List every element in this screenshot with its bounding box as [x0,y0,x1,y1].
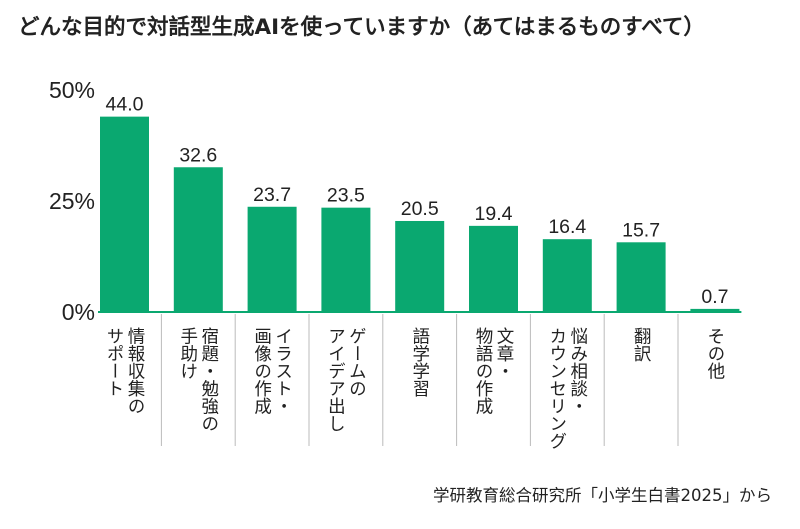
bar [100,116,149,312]
bar [690,308,740,312]
category-label: カウンセリング [547,327,567,450]
bar [469,225,518,312]
chart-title: どんな目的で対話型生成AIを使っていますか（あてはまるものすべて） [18,15,705,40]
bar [395,220,445,312]
category-label: 翻訳 [631,327,651,362]
bar [247,206,297,312]
bar-value-label: 19.4 [475,203,513,225]
bar-value-label: 44.0 [106,94,144,116]
bar [542,239,592,312]
bar [173,167,223,312]
bar-value-label: 32.6 [179,144,217,166]
bar [321,207,371,312]
category-label: 手助け [178,327,198,380]
category-label: アイデア出し [325,327,345,432]
bar-value-label: 20.5 [401,198,439,220]
category-label: 画像の作成 [252,327,272,415]
y-tick-label: 0% [62,299,95,325]
category-label: イラスト・ [273,327,293,415]
bar-value-label: 16.4 [548,216,586,238]
y-tick-label: 25% [49,188,95,214]
bar-value-label: 23.5 [327,185,365,207]
category-label: 文章・ [494,327,514,380]
category-label: サポート [104,327,124,397]
category-label: 語学学習 [410,327,430,397]
category-label: 宿題・勉強の [199,327,219,432]
y-tick-label: 50% [49,77,95,103]
category-label: 物語の作成 [473,327,493,415]
bar-value-label: 23.7 [253,184,291,206]
category-label: その他 [705,327,725,380]
bar [616,242,666,312]
bar-value-label: 0.7 [701,286,728,308]
bar-value-label: 15.7 [622,219,660,241]
category-label: ゲームの [346,327,366,397]
category-label: 悩み相談・ [568,327,588,415]
source-note: 学研教育総合研究所「小学生白書2025」から [433,486,772,505]
category-label: 情報収集の [125,327,145,415]
